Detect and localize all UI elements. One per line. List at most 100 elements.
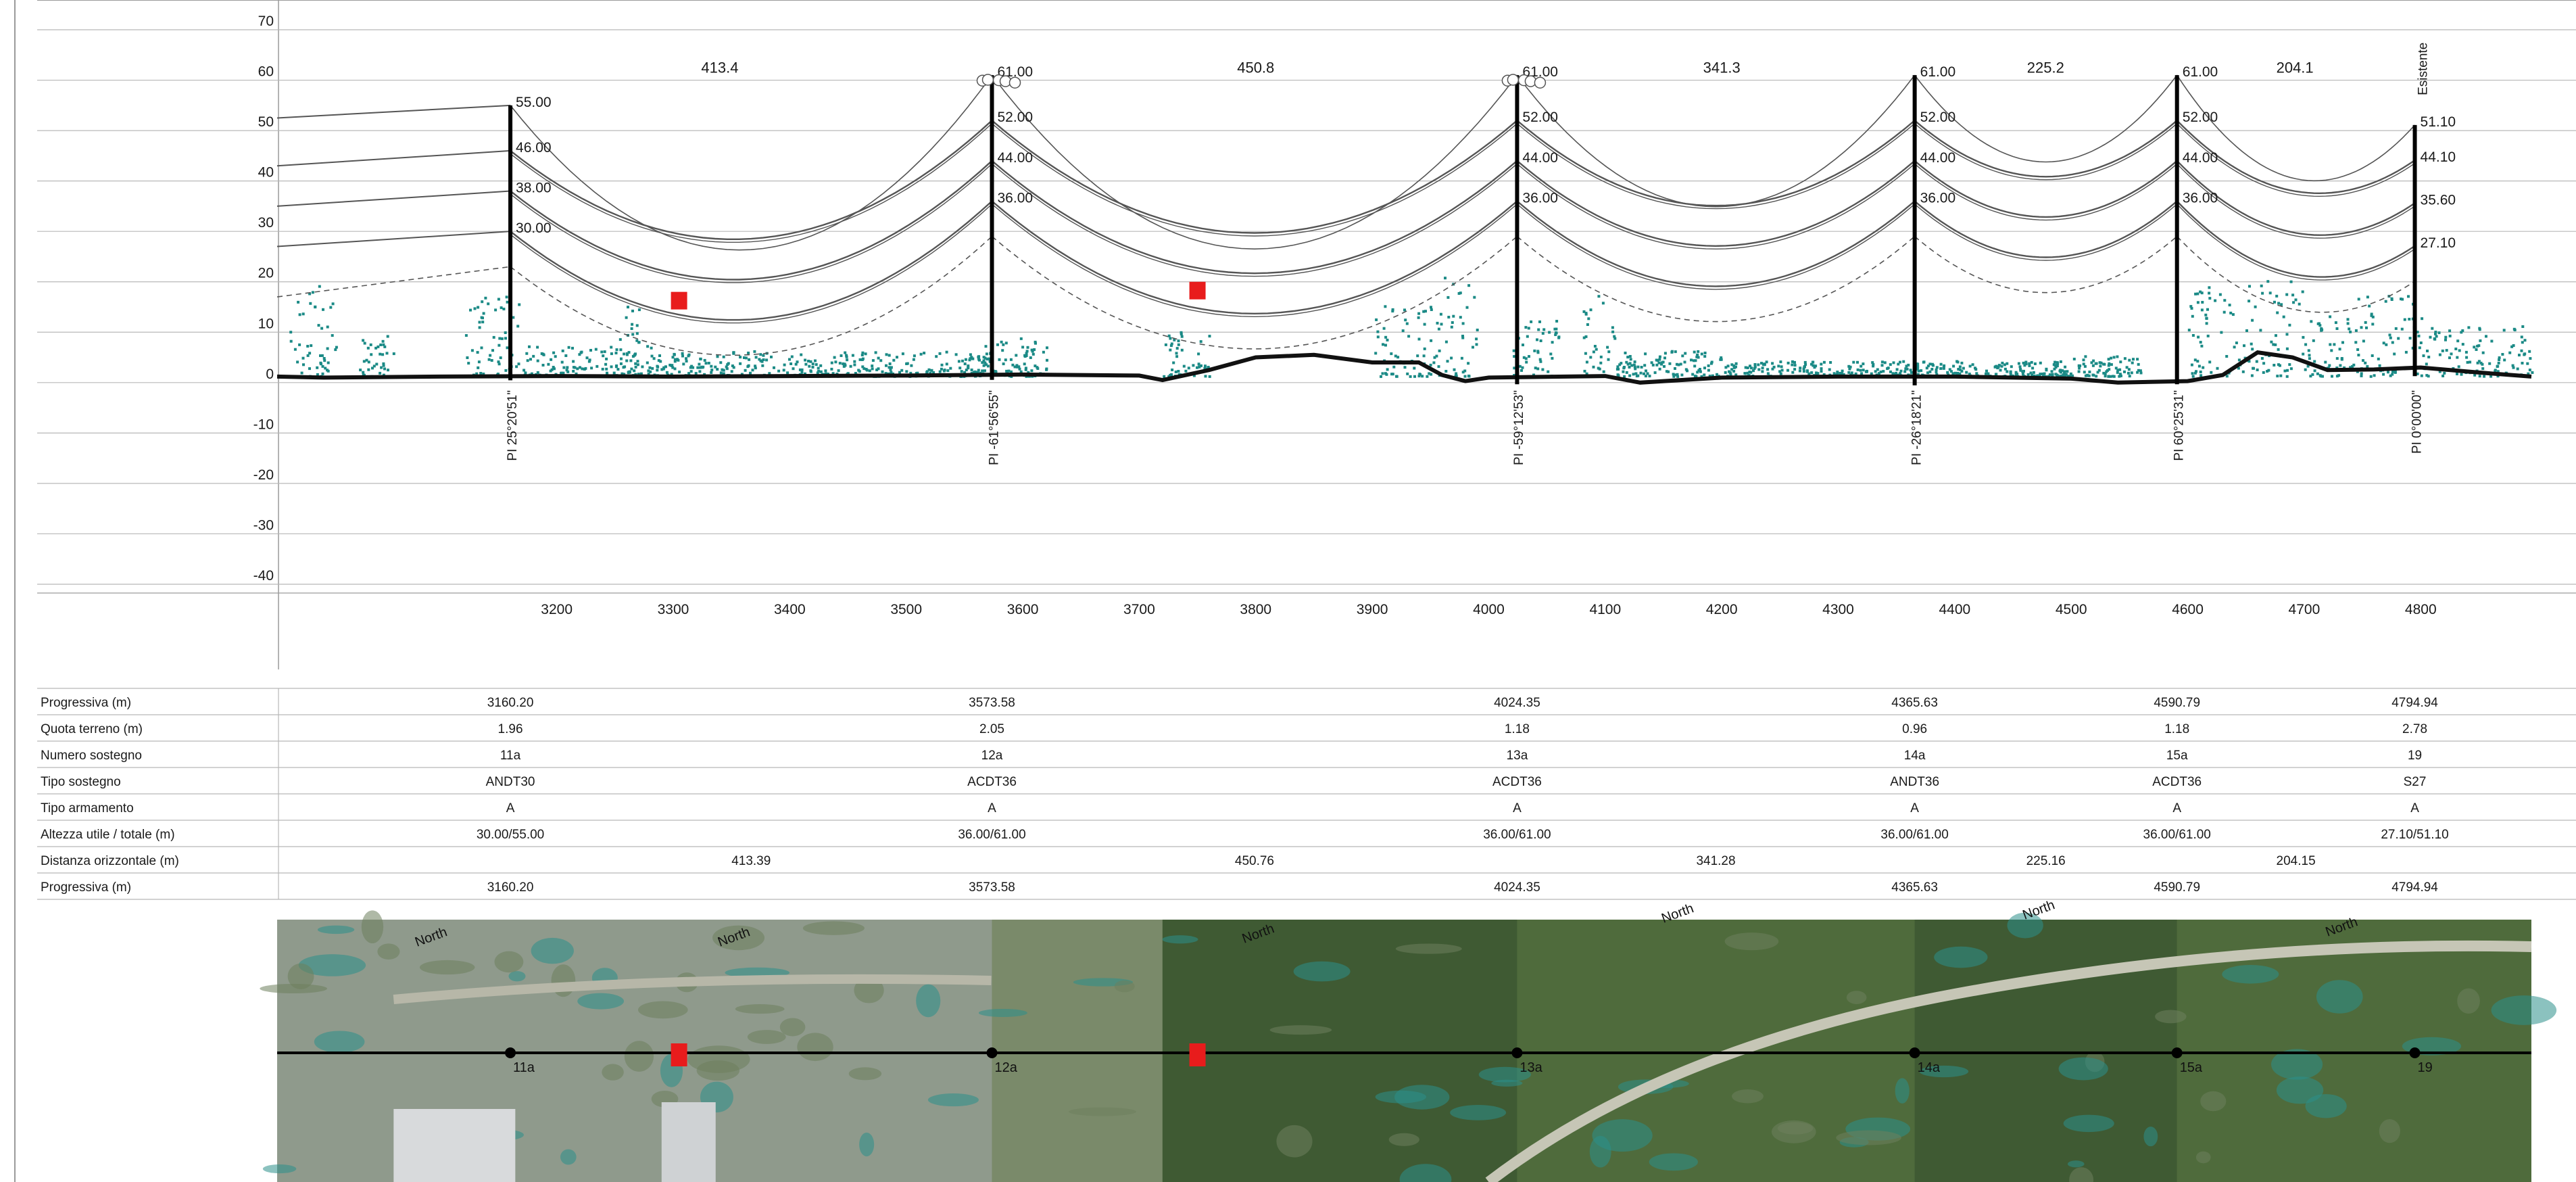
vegetation-point	[981, 361, 984, 364]
vegetation-point	[306, 345, 310, 348]
vegetation-point	[2441, 349, 2444, 352]
y-tick-label: 20	[258, 266, 274, 281]
vegetation-point	[1889, 370, 1892, 373]
vegetation-point	[2518, 354, 2521, 357]
vegetation-point	[2208, 291, 2211, 295]
orthophoto-texture	[1293, 961, 1351, 982]
vegetation-point	[938, 352, 942, 355]
vegetation-point	[2077, 370, 2081, 373]
vegetation-point	[2062, 373, 2065, 377]
vegetation-point	[2341, 341, 2344, 344]
vegetation-point	[547, 362, 550, 366]
vegetation-point	[550, 358, 553, 361]
conductor-line	[276, 104, 511, 119]
conductor-line	[991, 160, 1518, 275]
vegetation-point	[2360, 374, 2363, 377]
vegetation-point	[2364, 361, 2367, 364]
vegetation-point	[1172, 361, 1175, 364]
vegetation-point	[1909, 369, 1912, 372]
vegetation-point	[1587, 317, 1590, 321]
vegetation-point	[491, 349, 494, 352]
vegetation-point	[552, 351, 556, 354]
vegetation-point	[2310, 320, 2313, 323]
profile-table: Progressiva (m)Quota terreno (m)Numero s…	[37, 688, 2576, 900]
vegetation-point	[1700, 375, 1703, 378]
table-cell: ANDT30	[486, 775, 535, 789]
orthophoto-texture	[287, 963, 314, 989]
vegetation-point	[579, 366, 581, 369]
vegetation-point	[1632, 363, 1636, 367]
vegetation-point	[605, 357, 608, 360]
vegetation-point	[1804, 363, 1807, 366]
vegetation-point	[1467, 362, 1470, 365]
vegetation-point	[673, 360, 677, 363]
conductor-line	[1914, 163, 2178, 221]
vegetation-point	[716, 368, 719, 371]
vegetation-point	[536, 346, 539, 349]
orthophoto-texture	[802, 921, 865, 935]
vegetation-point	[1592, 350, 1595, 354]
vegetation-point	[1698, 368, 1701, 371]
vegetation-point	[2377, 357, 2380, 360]
vegetation-point	[1203, 367, 1207, 370]
vegetation-point	[1729, 373, 1732, 377]
vegetation-point	[804, 362, 808, 366]
vegetation-point	[1033, 348, 1036, 351]
vegetation-point	[2243, 344, 2245, 348]
vegetation-point	[2024, 360, 2028, 364]
vegetation-point	[2388, 333, 2391, 337]
vegetation-point	[623, 373, 626, 376]
vegetation-point	[1870, 372, 1873, 375]
vegetation-point	[2283, 369, 2287, 373]
vegetation-point	[754, 364, 757, 368]
vegetation-point	[2262, 362, 2266, 365]
vegetation-point	[930, 369, 933, 372]
vegetation-point	[1046, 358, 1048, 362]
orthophoto-texture	[859, 1132, 875, 1157]
vegetation-point	[1854, 372, 1857, 375]
x-tick-label: 4200	[1706, 602, 1738, 617]
vegetation-point	[1842, 373, 1845, 376]
vegetation-point	[754, 367, 757, 370]
conductor-line	[1914, 120, 2178, 178]
vegetation-point	[365, 358, 368, 362]
vegetation-point	[889, 368, 892, 371]
vegetation-point	[1539, 339, 1542, 342]
vegetation-point	[1381, 372, 1384, 375]
vegetation-point	[669, 363, 672, 367]
vegetation-point	[1606, 346, 1609, 349]
vegetation-point	[1182, 364, 1186, 368]
vegetation-point	[657, 359, 660, 362]
vegetation-point	[860, 354, 864, 356]
orthophoto-texture	[978, 1008, 1027, 1017]
vegetation-point	[651, 367, 654, 370]
orthophoto-texture	[1649, 1153, 1698, 1171]
vegetation-point	[516, 325, 520, 328]
orthophoto-texture	[637, 1001, 688, 1019]
vegetation-point	[1995, 373, 1998, 376]
vegetation-point	[2467, 326, 2471, 329]
vegetation-point	[2473, 346, 2476, 349]
vegetation-point	[1732, 366, 1736, 369]
vegetation-point	[1601, 302, 1605, 305]
vegetation-point	[375, 362, 379, 366]
x-tick-label: 4400	[1939, 602, 1971, 617]
vegetation-point	[2248, 285, 2251, 288]
vegetation-point	[308, 367, 311, 371]
vegetation-point	[1859, 369, 1862, 372]
tower-point-marker	[505, 1047, 516, 1058]
vegetation-point	[1939, 367, 1943, 370]
tower-height-label: 44.10	[2421, 149, 2456, 165]
table-cell: 30.00/55.00	[477, 828, 544, 842]
vegetation-point	[515, 365, 518, 369]
vegetation-point	[1589, 308, 1593, 312]
vegetation-point	[981, 369, 984, 373]
vegetation-point	[2404, 350, 2408, 354]
vegetation-point	[1380, 375, 1382, 378]
vegetation-point	[553, 367, 556, 371]
vegetation-point	[2288, 363, 2291, 367]
vegetation-point	[2382, 341, 2385, 345]
vegetation-point	[1709, 362, 1713, 365]
vegetation-point	[1848, 367, 1851, 371]
